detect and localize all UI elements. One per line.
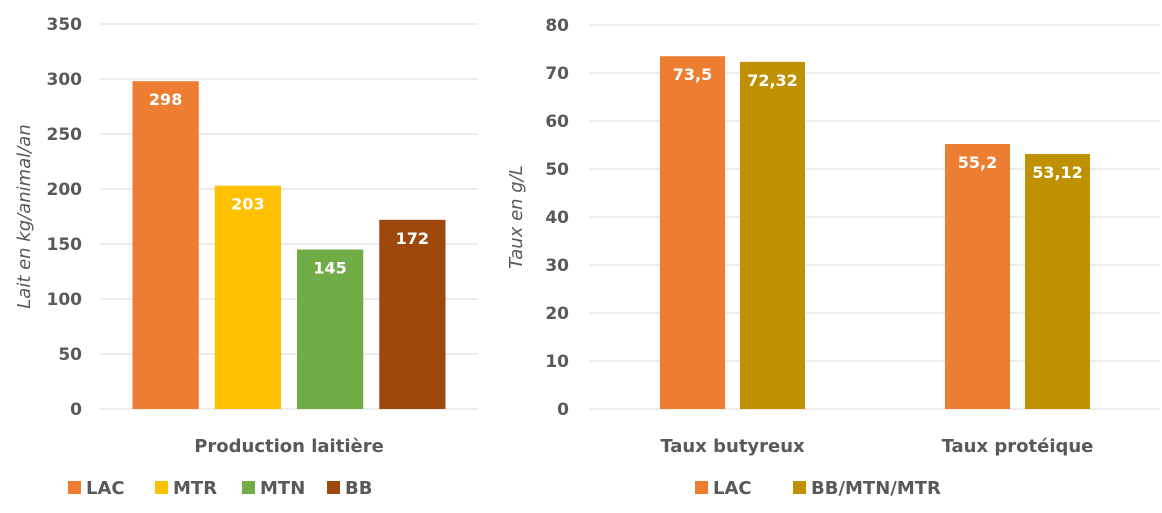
left-y-tick-label: 150 <box>47 235 83 255</box>
left-legend-swatch <box>155 481 168 494</box>
right-bar-lac <box>660 56 725 409</box>
right-data-label: 73,5 <box>673 65 712 84</box>
right-data-label: 72,32 <box>747 71 798 90</box>
left-y-tick-label: 300 <box>47 70 83 90</box>
left-category-label: Production laitière <box>194 436 384 457</box>
right-legend-swatch <box>793 481 806 494</box>
left-y-tick-label: 350 <box>47 15 83 35</box>
left-bar-mtr <box>214 185 281 409</box>
left-data-label: 172 <box>396 229 429 248</box>
right-legend-swatch <box>695 481 708 494</box>
left-y-tick-label: 0 <box>70 400 82 420</box>
milk-composition-chart: 0 10 20 30 40 50 60 70 80 Taux en g/L 73,5 72,32 Tau… <box>506 16 1160 499</box>
right-data-label: 55,2 <box>958 153 997 172</box>
right-y-tick-label: 10 <box>545 352 569 372</box>
right-y-tick-label: 40 <box>545 208 569 228</box>
right-y-tick-label: 70 <box>545 64 569 84</box>
left-legend-swatch <box>68 481 81 494</box>
right-y-tick-label: 20 <box>545 304 569 324</box>
left-y-tick-label: 100 <box>47 290 83 310</box>
right-legend-label: LAC <box>713 478 752 499</box>
left-legend-label: LAC <box>86 478 125 499</box>
left-data-label: 145 <box>313 259 346 278</box>
right-data-label: 53,12 <box>1032 163 1083 182</box>
right-y-tick-label: 50 <box>545 160 569 180</box>
right-legend-label: BB/MTN/MTR <box>811 478 941 499</box>
right-y-tick-label: 0 <box>557 400 569 420</box>
left-legend-label: MTN <box>260 478 305 499</box>
left-legend-label: MTR <box>173 478 217 499</box>
left-data-label: 298 <box>149 90 182 109</box>
right-category-label: Taux butyreux <box>660 436 805 457</box>
left-legend-label: BB <box>345 478 372 499</box>
left-legend-swatch <box>242 481 255 494</box>
left-legend-swatch <box>327 481 340 494</box>
left-y-tick-label: 250 <box>47 125 83 145</box>
right-y-axis-label: Taux en g/L <box>506 165 527 269</box>
right-y-tick-label: 80 <box>545 16 569 36</box>
left-y-tick-label: 50 <box>58 345 82 365</box>
right-y-tick-label: 60 <box>545 112 569 132</box>
right-bar-bb-mtn-mtr <box>1025 154 1090 409</box>
right-y-tick-label: 30 <box>545 256 569 276</box>
right-category-label: Taux protéique <box>942 436 1094 457</box>
left-y-axis-label: Lait en kg/animal/an <box>14 124 35 308</box>
right-bar-bb-mtn-mtr <box>740 61 805 409</box>
milk-production-chart: 0 50 100 150 200 250 300 350 Lait en kg/animal/a… <box>14 15 478 499</box>
left-data-label: 203 <box>231 195 264 214</box>
left-bar-bb <box>379 219 446 409</box>
left-y-tick-label: 200 <box>47 180 83 200</box>
left-bar-mtn <box>297 249 364 409</box>
right-bar-lac <box>945 144 1010 410</box>
left-bar-lac <box>132 81 199 409</box>
